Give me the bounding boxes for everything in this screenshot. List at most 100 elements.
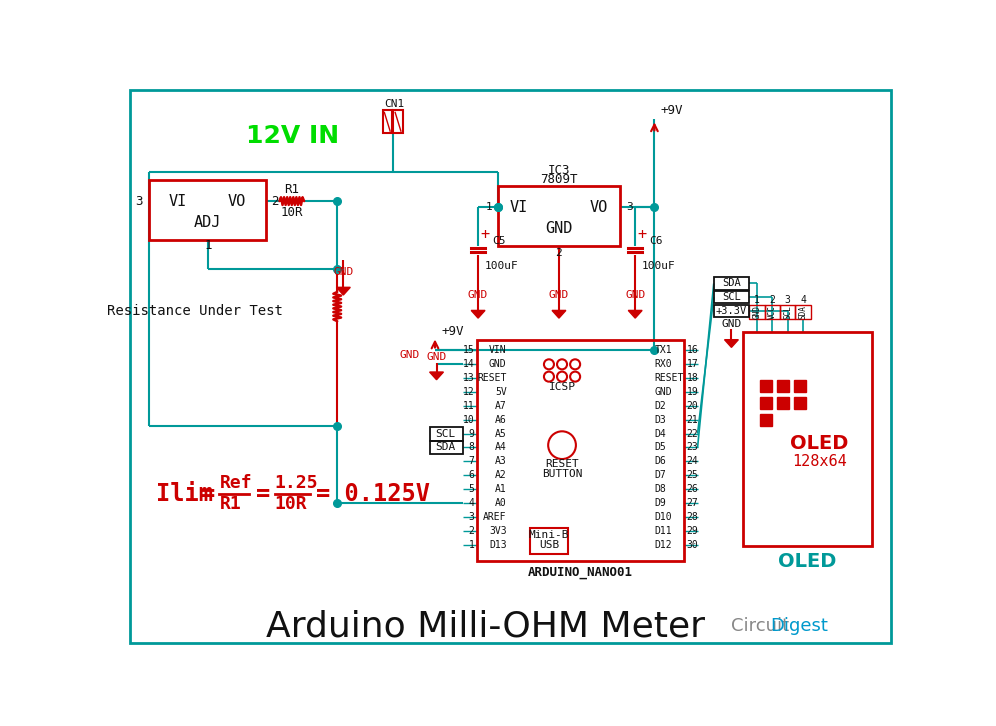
Polygon shape	[471, 311, 485, 318]
Text: 20: 20	[687, 401, 698, 411]
Text: 4: 4	[468, 498, 474, 508]
Text: 2: 2	[556, 248, 563, 258]
Text: +: +	[637, 227, 646, 242]
Text: +3.3V: +3.3V	[716, 306, 747, 317]
Text: CN1: CN1	[384, 99, 404, 109]
Text: 1: 1	[204, 240, 211, 252]
Text: OLED: OLED	[790, 434, 849, 453]
Bar	[714, 291, 749, 303]
Text: D11: D11	[654, 526, 672, 536]
Bar	[749, 305, 765, 319]
Text: ADJ: ADJ	[194, 215, 221, 230]
Text: 10R: 10R	[281, 206, 303, 219]
Text: AREF: AREF	[483, 512, 507, 522]
Text: +9V: +9V	[660, 104, 683, 117]
Text: GND: GND	[625, 290, 645, 300]
Text: 3: 3	[625, 203, 632, 212]
Text: GND: GND	[489, 359, 507, 370]
Text: RESET: RESET	[477, 373, 507, 383]
Text: 15: 15	[462, 346, 474, 356]
Text: 30: 30	[687, 539, 698, 550]
Text: 8: 8	[468, 442, 474, 452]
Polygon shape	[628, 311, 642, 318]
Text: 19: 19	[687, 387, 698, 397]
Text: 3: 3	[135, 195, 143, 208]
Text: D8: D8	[654, 484, 666, 494]
Text: 7: 7	[468, 457, 474, 466]
Text: GND: GND	[752, 305, 761, 319]
Text: R1: R1	[219, 495, 241, 513]
Text: 3V3: 3V3	[489, 526, 507, 536]
Text: A5: A5	[495, 428, 507, 439]
Text: Circuit: Circuit	[731, 617, 790, 635]
Text: VI: VI	[168, 194, 187, 208]
Text: SDA: SDA	[799, 305, 808, 319]
Text: 2: 2	[769, 295, 775, 305]
Text: A4: A4	[495, 442, 507, 452]
Text: Mini-B: Mini-B	[529, 530, 569, 540]
Polygon shape	[337, 287, 351, 295]
Text: R1: R1	[284, 183, 299, 196]
Text: =: =	[201, 481, 215, 506]
Text: 100uF: 100uF	[641, 261, 675, 271]
Text: SCL: SCL	[722, 293, 741, 302]
Text: A0: A0	[495, 498, 507, 508]
Text: VO: VO	[589, 200, 608, 215]
Text: Arduino Milli-OHM Meter: Arduino Milli-OHM Meter	[266, 609, 704, 643]
Text: 2: 2	[271, 195, 279, 208]
Polygon shape	[724, 340, 738, 347]
Text: 25: 25	[687, 470, 698, 480]
Text: 17: 17	[687, 359, 698, 370]
Text: +9V: +9V	[441, 325, 464, 338]
Text: GND: GND	[654, 387, 672, 397]
Text: D9: D9	[654, 498, 666, 508]
Text: C6: C6	[649, 236, 662, 246]
Text: A6: A6	[495, 415, 507, 425]
Text: +: +	[480, 227, 490, 242]
Text: Ilim: Ilim	[156, 481, 213, 506]
Bar	[429, 441, 463, 454]
Text: GND: GND	[545, 221, 573, 236]
Bar	[765, 305, 780, 319]
Text: D3: D3	[654, 415, 666, 425]
Text: SCL: SCL	[435, 428, 456, 439]
Text: VCC: VCC	[768, 305, 777, 319]
Bar	[148, 179, 266, 240]
Text: IC3: IC3	[548, 164, 570, 176]
Text: SCL: SCL	[783, 305, 792, 319]
Text: 11: 11	[462, 401, 474, 411]
Text: C5: C5	[492, 236, 506, 246]
Bar	[796, 305, 811, 319]
Bar	[743, 332, 872, 546]
Text: 18: 18	[687, 373, 698, 383]
Text: 6: 6	[468, 470, 474, 480]
Text: =: =	[256, 481, 271, 506]
Text: D7: D7	[654, 470, 666, 480]
Text: 100uF: 100uF	[484, 261, 518, 271]
Text: D12: D12	[654, 539, 672, 550]
Text: 1: 1	[485, 203, 492, 212]
Text: VO: VO	[228, 194, 246, 208]
Text: TX1: TX1	[654, 346, 672, 356]
Text: ICSP: ICSP	[549, 383, 576, 393]
Polygon shape	[429, 372, 443, 380]
Text: 26: 26	[687, 484, 698, 494]
Text: 23: 23	[687, 442, 698, 452]
Bar	[382, 110, 391, 134]
Text: Digest: Digest	[770, 617, 828, 635]
Text: GND: GND	[468, 290, 488, 300]
Bar	[498, 186, 620, 245]
Text: Resistance Under Test: Resistance Under Test	[108, 304, 283, 318]
Text: = 0.125V: = 0.125V	[317, 481, 430, 506]
Text: 24: 24	[687, 457, 698, 466]
Text: RX0: RX0	[654, 359, 672, 370]
Text: 27: 27	[687, 498, 698, 508]
Text: D4: D4	[654, 428, 666, 439]
Text: 10: 10	[462, 415, 474, 425]
Text: Ref: Ref	[219, 474, 252, 492]
Bar	[429, 428, 463, 441]
Text: RESET: RESET	[654, 373, 684, 383]
Text: SDA: SDA	[435, 442, 456, 452]
Bar	[714, 277, 749, 290]
Text: ARDUINO_NANO01: ARDUINO_NANO01	[528, 566, 633, 579]
